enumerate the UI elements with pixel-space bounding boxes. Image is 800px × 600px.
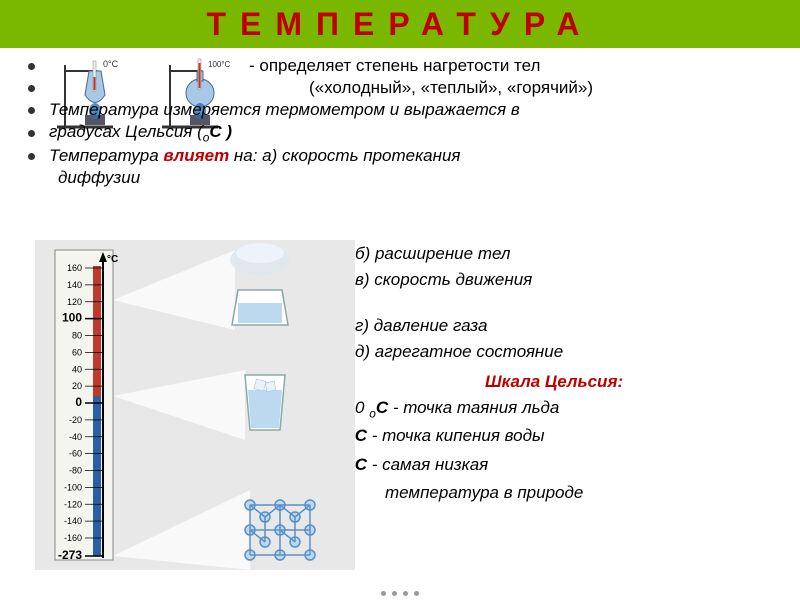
title-text: ТЕМПЕРАТУРА — [206, 6, 593, 43]
spacer — [355, 296, 785, 310]
l4c: на: а) скорость протекания — [229, 146, 460, 165]
svg-text:140: 140 — [67, 280, 82, 290]
footer-dots — [381, 591, 419, 596]
svg-text:-20: -20 — [69, 415, 82, 425]
svg-text:80: 80 — [72, 331, 82, 341]
point-273: 273 оС - самая низкая — [315, 455, 785, 477]
line-4d: диффузии — [58, 168, 780, 188]
point-100: 100 оС - точка кипения воды — [315, 426, 785, 448]
line-3b-text: градусах Цельсия (оС ) — [49, 122, 232, 144]
degc: С — [355, 426, 367, 445]
svg-text:°C: °C — [107, 254, 118, 265]
celsius-prefix: градусах Цельсия ( — [49, 122, 203, 141]
svg-text:-120: -120 — [64, 499, 82, 509]
svg-text:-273: -273 — [58, 548, 82, 562]
point-273c: температура в природе — [385, 483, 785, 503]
content-area: - определяет степень нагретости тел («хо… — [0, 48, 800, 188]
l4b-red: влияет — [163, 146, 229, 165]
svg-text:-80: -80 — [69, 466, 82, 476]
line-1-text: - определяет степень нагретости тел — [249, 56, 540, 76]
bullet-icon — [28, 107, 35, 114]
point-0: 0 оС - точка таяния льда — [355, 398, 785, 420]
svg-text:40: 40 — [72, 364, 82, 374]
line-4: Температура влияет на: а) скорость проте… — [30, 146, 780, 166]
svg-text:-60: -60 — [69, 449, 82, 459]
svg-text:-160: -160 — [64, 533, 82, 543]
degc: С — [376, 398, 388, 417]
bullet-icon — [28, 63, 35, 70]
right-list: б) расширение тел в) скорость движения г… — [355, 240, 785, 580]
line-3a: Температура измеряется термометром и выр… — [30, 100, 780, 120]
svg-text:160: 160 — [67, 263, 82, 273]
item-d: д) агрегатное состояние — [355, 342, 785, 362]
bullet-icon — [28, 153, 35, 160]
thermometer-diagram: °C 160 140 120 100 80 60 40 20 0 -20 -40 -60 -80 -100… — [35, 240, 355, 580]
line-3b: градусах Цельсия (оС ) — [30, 122, 780, 144]
degc: С — [355, 455, 367, 474]
svg-text:20: 20 — [72, 381, 82, 391]
l4a: Температура — [49, 146, 163, 165]
sub-o: о — [369, 406, 376, 420]
svg-text:-100: -100 — [64, 482, 82, 492]
l4d: диффузии — [58, 168, 140, 188]
line-3a-text: Температура измеряется термометром и выр… — [49, 100, 520, 120]
bullet-icon — [28, 85, 35, 92]
svg-text:100: 100 — [62, 311, 82, 325]
lower-section: °C 160 140 120 100 80 60 40 20 0 -20 -40 -60 -80 -100… — [35, 240, 785, 580]
item-g: г) давление газа — [355, 316, 785, 336]
item-c: в) скорость движения — [355, 270, 785, 290]
p273b: - самая низкая — [367, 455, 488, 474]
p100b: - точка кипения воды — [367, 426, 545, 445]
line-2-text: («холодный», «теплый», «горячий») — [309, 78, 593, 98]
svg-text:0: 0 — [75, 395, 82, 409]
p0b: - точка таяния льда — [388, 398, 559, 417]
celsius-c: С ) — [209, 122, 232, 141]
svg-text:120: 120 — [67, 297, 82, 307]
bullet-icon — [28, 130, 35, 137]
svg-text:60: 60 — [72, 347, 82, 357]
line-2: («холодный», «теплый», «горячий») — [30, 78, 780, 98]
line-4-text: Температура влияет на: а) скорость проте… — [49, 146, 461, 166]
svg-text:-40: -40 — [69, 432, 82, 442]
line-1: - определяет степень нагретости тел — [30, 56, 780, 76]
svg-text:-140: -140 — [64, 516, 82, 526]
p0n: 0 — [355, 398, 369, 417]
item-b: б) расширение тел — [355, 244, 785, 264]
scale-title: Шкала Цельсия: — [485, 372, 785, 392]
title-bar: ТЕМПЕРАТУРА — [0, 0, 800, 48]
